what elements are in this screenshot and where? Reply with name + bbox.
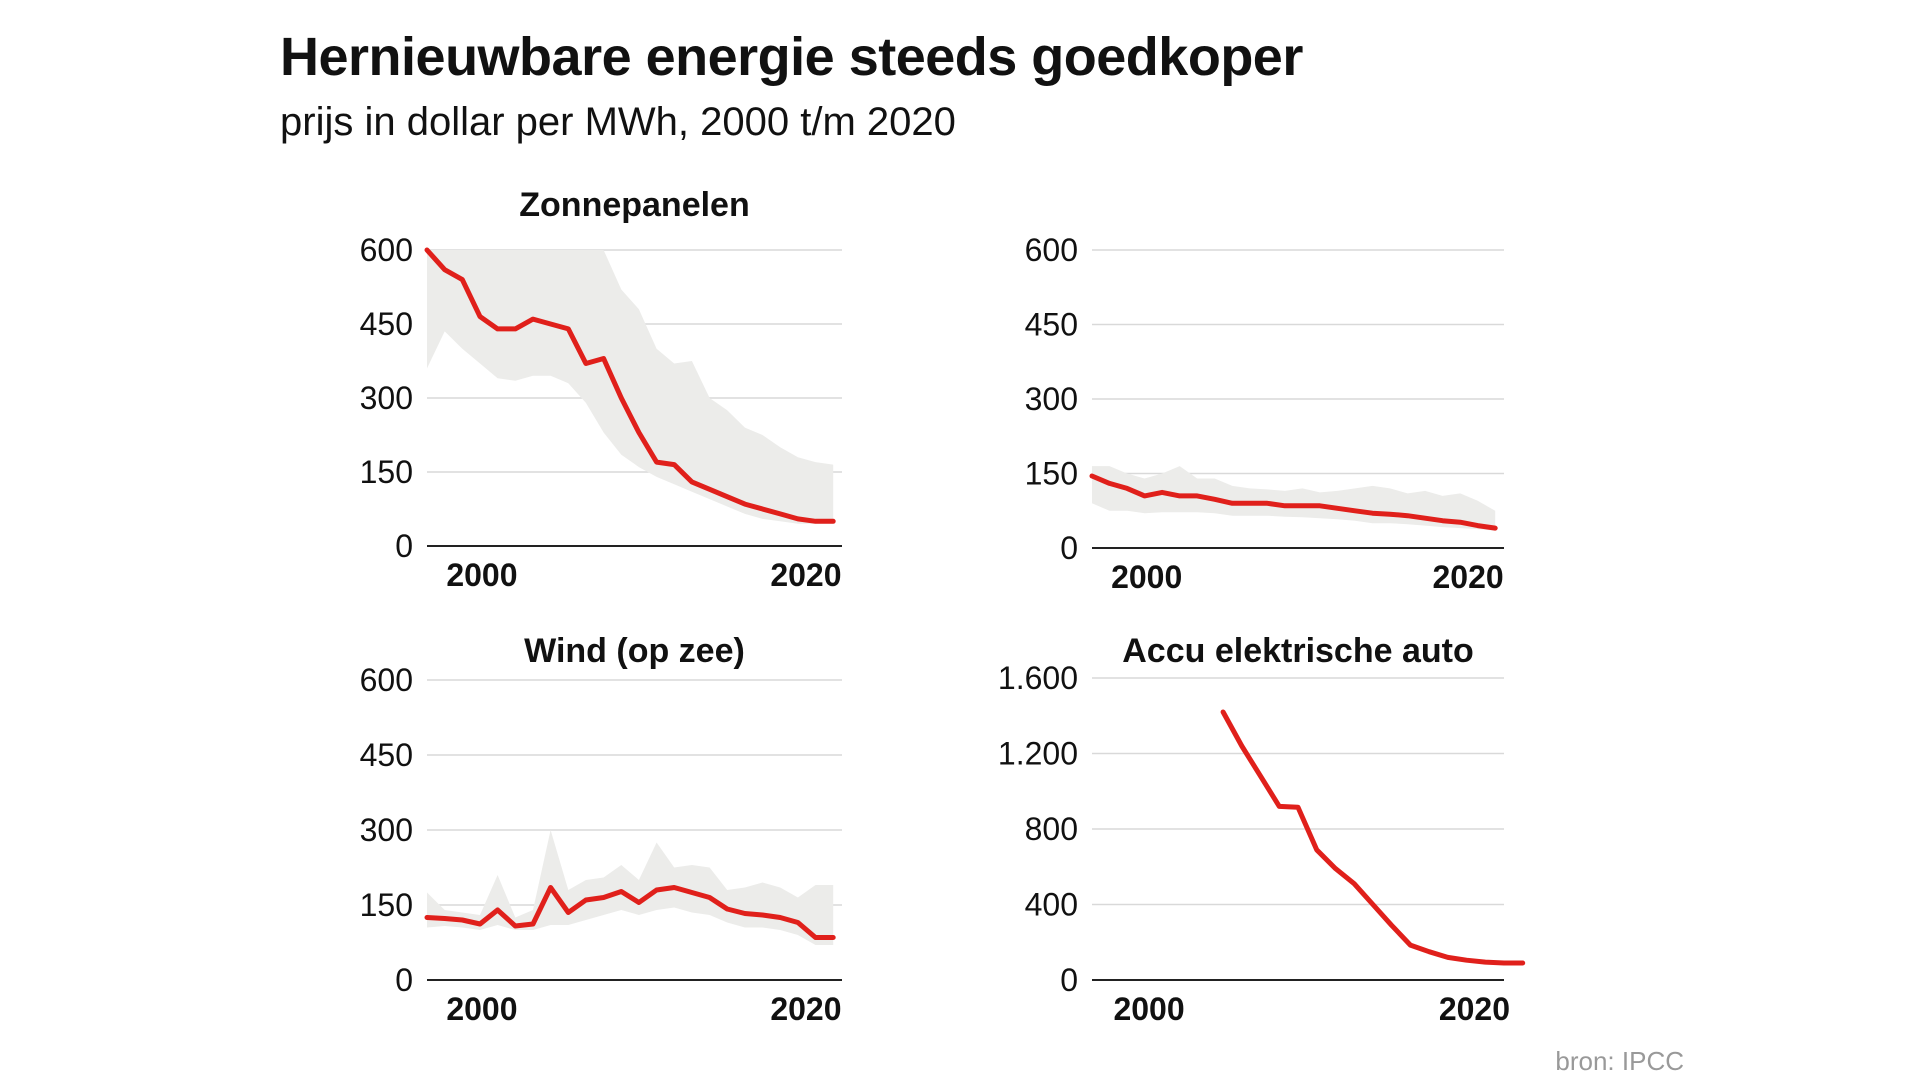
chart-panel-1: Zonnepanelen 0 150 300 450 600 2000 2020 <box>360 186 842 593</box>
y-tick-label: 0 <box>395 962 413 998</box>
y-tick-label: 0 <box>395 528 413 564</box>
x-tick-label: 2020 <box>1439 991 1510 1027</box>
source-note: bron: IPCC <box>1555 1046 1684 1076</box>
y-tick-label: 450 <box>360 737 413 773</box>
x-tick-label: 2000 <box>446 991 517 1027</box>
chart-panel-2: 0 150 300 450 600 2000 2020 <box>1025 232 1504 595</box>
x-tick-label: 2020 <box>770 991 841 1027</box>
x-tick-label: 2020 <box>770 557 841 593</box>
x-tick-label: 2000 <box>1111 559 1182 595</box>
y-tick-label: 800 <box>1025 811 1078 847</box>
y-tick-label: 300 <box>360 380 413 416</box>
range-band <box>427 830 834 945</box>
y-tick-label: 300 <box>360 812 413 848</box>
y-tick-label: 150 <box>1025 456 1078 492</box>
panel-title: Zonnepanelen <box>519 186 749 224</box>
panel-title: Wind (op zee) <box>524 632 745 670</box>
x-tick-label: 2020 <box>1433 559 1504 595</box>
y-tick-label: 600 <box>360 662 413 698</box>
y-tick-label: 400 <box>1025 887 1078 923</box>
y-tick-label: 450 <box>1025 307 1078 343</box>
x-tick-label: 2000 <box>1113 991 1184 1027</box>
y-tick-label: 600 <box>1025 232 1078 268</box>
series-line <box>424 885 836 940</box>
y-tick-label: 150 <box>360 887 413 923</box>
chart-panel-4: Accu elektrische auto 0 400 800 1.200 1.600 20… <box>998 632 1526 1027</box>
range-band <box>427 250 834 524</box>
series-line <box>1220 709 1526 966</box>
x-tick-label: 2000 <box>446 557 517 593</box>
y-tick-label: 1.200 <box>998 736 1078 772</box>
y-tick-label: 0 <box>1060 962 1078 998</box>
chart-panel-3: Wind (op zee) 0 150 300 450 600 2000 2020 <box>360 632 842 1027</box>
chart-title: Hernieuwbare energie steeds goedkoper <box>280 27 1303 87</box>
panel-title: Accu elektrische auto <box>1122 632 1473 670</box>
y-tick-label: 150 <box>360 454 413 490</box>
y-tick-label: 1.600 <box>998 660 1078 696</box>
y-tick-label: 450 <box>360 306 413 342</box>
series-line <box>424 247 836 524</box>
series-line <box>1089 473 1498 531</box>
y-tick-label: 0 <box>1060 530 1078 566</box>
y-tick-label: 600 <box>360 232 413 268</box>
chart-subtitle: prijs in dollar per MWh, 2000 t/m 2020 <box>280 100 956 144</box>
y-tick-label: 300 <box>1025 381 1078 417</box>
